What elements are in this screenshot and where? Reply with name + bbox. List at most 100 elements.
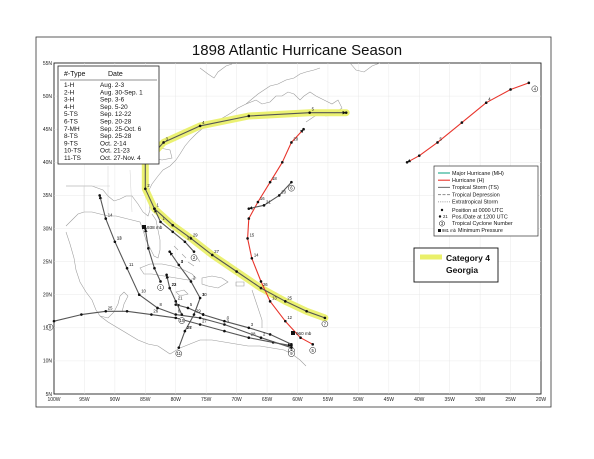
track-arrow <box>248 206 253 210</box>
day-label: 5 <box>190 302 193 307</box>
position-dot <box>259 286 263 290</box>
track-line <box>166 274 183 315</box>
position-dot <box>171 230 175 234</box>
day-label: 1 <box>156 203 159 208</box>
day-label: 20 <box>281 189 286 194</box>
day-label: 3 <box>181 259 184 264</box>
legend-label: Tropical Storm (TS) <box>452 185 499 191</box>
storm-row-date: Sep. 5-20 <box>100 104 128 111</box>
position-dot <box>277 194 281 197</box>
day-label: 27 <box>202 318 207 323</box>
position-dot <box>284 300 287 303</box>
position-dot <box>52 319 56 323</box>
day-label: 21 <box>178 295 183 300</box>
lon-tick-label: 65W <box>262 397 273 403</box>
day-label: 26 <box>153 309 158 314</box>
storm-table-box <box>57 65 160 165</box>
lat-tick-label: 5N <box>46 392 53 398</box>
lat-tick-label: 55N <box>43 61 53 67</box>
position-dot <box>113 240 117 244</box>
track-arrow <box>98 195 103 200</box>
callout-box <box>413 247 499 283</box>
cyclone-number: 8 <box>49 325 52 330</box>
position-dot <box>183 329 187 333</box>
legend-posdate-num: 21 <box>443 214 448 219</box>
position-dot <box>144 187 147 191</box>
day-label: 29 <box>193 232 198 237</box>
day-label: 2 <box>263 332 266 337</box>
position-dot <box>247 207 251 210</box>
cyclone-number-circle <box>321 320 329 328</box>
position-dot <box>159 220 162 224</box>
coastline-yucatan <box>99 291 129 319</box>
day-label: 20 <box>293 136 298 141</box>
track-arrow <box>342 110 347 115</box>
position-dot <box>235 270 238 273</box>
legend-pressure-square <box>438 229 441 232</box>
cyclone-number: 6 <box>290 186 293 191</box>
island-jamaica <box>175 289 189 297</box>
cyclone-number-circle <box>178 317 186 324</box>
legend-position-label: Position at 0000 UTC <box>452 208 503 214</box>
track-arrow <box>169 251 174 256</box>
island-hispaniola <box>201 275 229 289</box>
position-dot <box>290 180 293 184</box>
cyclone-number: 9 <box>290 351 293 356</box>
coastline-gulf <box>65 211 144 231</box>
storm-row-date: Sep. 25-28 <box>100 133 132 140</box>
lon-tick-label: 20W <box>536 397 547 403</box>
lon-tick-label: 70W <box>231 397 242 403</box>
position-dot <box>436 141 439 144</box>
cyclone-number-circle <box>157 284 164 291</box>
coastline-greenland <box>349 62 381 73</box>
storm-row-id: 2-H <box>64 89 75 96</box>
day-label: 11 <box>129 262 134 267</box>
position-dot <box>262 204 266 207</box>
cyclone-number: 5 <box>312 348 315 353</box>
lon-tick-label: 25W <box>505 397 516 403</box>
day-label: 31 <box>187 236 192 241</box>
cyclone-number: 1 <box>159 285 162 290</box>
position-dot <box>246 237 249 240</box>
track-arrow <box>407 159 412 163</box>
day-label: 2 <box>193 275 196 280</box>
lon-tick-label: 45W <box>384 397 395 403</box>
day-label: 28 <box>251 332 256 337</box>
position-dot <box>323 316 327 320</box>
track-line <box>248 181 292 210</box>
position-dot <box>125 266 129 270</box>
coastline-hudson <box>199 63 233 79</box>
day-label: 4 <box>202 312 205 317</box>
position-dot <box>198 323 202 326</box>
position-dot <box>311 343 315 346</box>
position-dot <box>198 316 202 320</box>
island-puerto-rico <box>235 281 245 287</box>
day-label: 21 <box>266 199 271 204</box>
position-dot <box>177 346 181 349</box>
lon-tick-label: 40W <box>414 397 425 403</box>
position-dot <box>250 256 254 260</box>
lon-tick-label: 50W <box>353 397 364 403</box>
position-dot <box>290 344 293 347</box>
day-label: 4 <box>488 97 491 102</box>
lon-tick-label: 100W <box>47 397 60 403</box>
day-label: 27 <box>187 325 192 330</box>
day-label: 28 <box>187 325 192 330</box>
day-label: 2 <box>147 183 150 188</box>
callout-line2: Georgia <box>446 265 478 275</box>
position-dot <box>305 309 308 313</box>
cyclone-number-circle <box>531 85 539 93</box>
day-label: 4 <box>226 315 229 320</box>
position-dot <box>162 141 165 144</box>
pressure-annotations: 960 mb 938 mb <box>142 225 312 336</box>
cyclone-number-circle <box>309 347 316 354</box>
day-label: 25 <box>108 305 113 310</box>
map-title: 1898 Atlantic Hurricane Season <box>192 42 402 59</box>
day-label: 3 <box>166 136 169 141</box>
position-dot <box>223 329 226 333</box>
day-label: 27 <box>214 249 219 254</box>
storm-row-date: Oct. 2-14 <box>100 140 127 147</box>
position-dot <box>247 326 251 330</box>
